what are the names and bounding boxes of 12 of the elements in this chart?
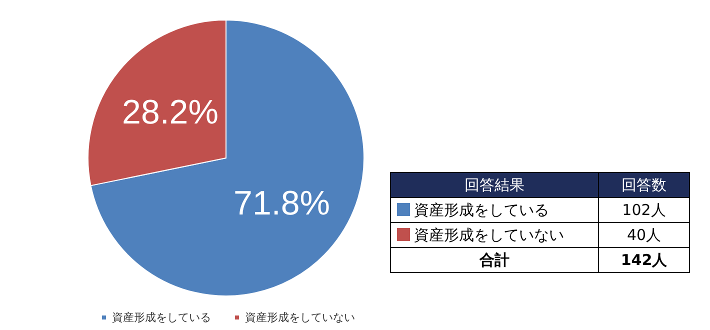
data-label: 71.8%	[234, 184, 330, 223]
legend-label: 資産形成をしている	[112, 311, 211, 324]
category-label: 資産形成をしていない	[414, 226, 564, 244]
text: 102人	[598, 198, 690, 222]
text: 合計	[390, 248, 598, 272]
text: 回答数	[598, 172, 690, 198]
text: 142人	[598, 248, 690, 272]
category-label: 資産形成をしている	[414, 200, 549, 218]
legend-label: 資産形成をしていない	[245, 311, 355, 324]
data-label: 28.2%	[122, 93, 218, 132]
text: 40人	[598, 222, 690, 248]
text: 回答結果	[390, 172, 598, 198]
